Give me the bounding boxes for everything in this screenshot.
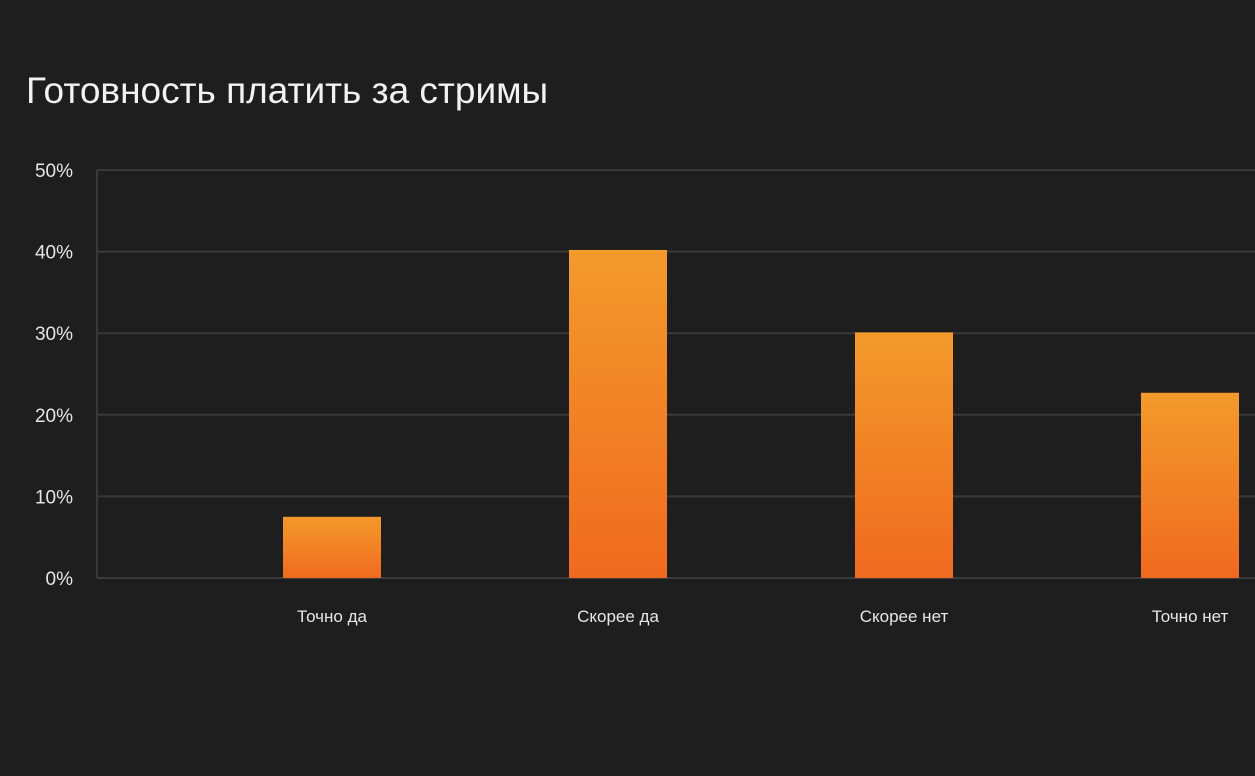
bar-2 (569, 249, 667, 578)
x-tick-label: Точно да (297, 607, 367, 626)
bar-1 (283, 516, 381, 578)
y-tick-label: 0% (46, 569, 74, 590)
y-tick-label: 20% (35, 406, 73, 427)
bar-4 (1141, 392, 1239, 578)
bar-3 (855, 332, 953, 578)
y-tick-label: 40% (35, 243, 73, 264)
x-tick-label: Точно нет (1152, 607, 1229, 626)
y-tick-label: 30% (35, 324, 73, 345)
x-tick-label: Скорее да (577, 607, 659, 626)
chart-title: Готовность платить за стримы (26, 70, 549, 111)
x-tick-label: Скорее нет (860, 607, 949, 626)
y-tick-label: 10% (35, 487, 73, 508)
y-tick-label: 50% (35, 161, 73, 182)
